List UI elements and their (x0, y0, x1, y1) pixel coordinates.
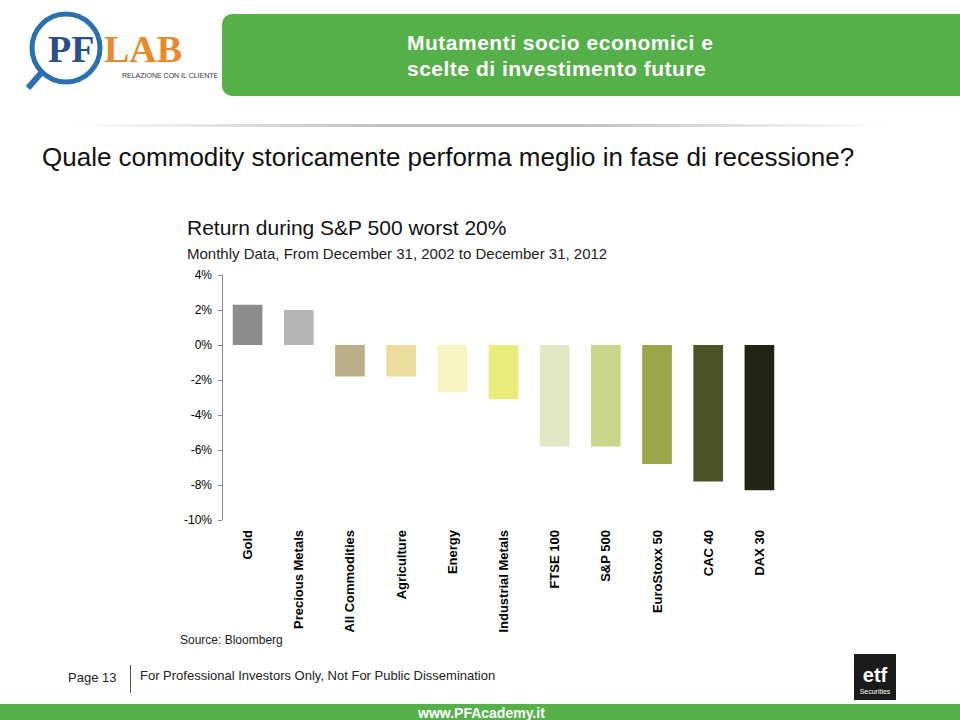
svg-text:Energy: Energy (445, 529, 460, 574)
svg-text:-4%: -4% (191, 408, 213, 422)
html-text:Securities: Securities (859, 688, 891, 695)
svg-text:-10%: -10% (184, 513, 212, 527)
svg-text:DAX 30: DAX 30 (752, 530, 767, 576)
svg-text:0%: 0% (195, 338, 213, 352)
html-text:For Professional Investors Onl: For Professional Investors Only, Not For… (140, 668, 496, 683)
html-text:Quale commodity storicamente p: Quale commodity storicamente performa me… (42, 142, 855, 172)
svg-text:-2%: -2% (191, 373, 213, 387)
svg-text:LAB: LAB (104, 28, 182, 70)
svg-text:Gold: Gold (240, 530, 255, 560)
html-text:etf: etf (862, 664, 888, 686)
svg-text:EuroStoxx 50: EuroStoxx 50 (650, 530, 665, 613)
html-text:scelte di investimento future: scelte di investimento future (407, 57, 707, 80)
svg-text:Monthly Data, From December 31: Monthly Data, From December 31, 2002 to … (187, 245, 607, 262)
svg-text:Return during S&P 500 worst 20: Return during S&P 500 worst 20% (187, 216, 506, 239)
html-text:Page 13: Page 13 (68, 670, 117, 685)
svg-text:CAC 40: CAC 40 (701, 530, 716, 576)
svg-text:2%: 2% (195, 303, 213, 317)
svg-text:PF: PF (48, 28, 94, 70)
svg-text:Precious Metals: Precious Metals (291, 530, 306, 629)
svg-text:RELAZIONE CON IL CLIENTE: RELAZIONE CON IL CLIENTE (122, 72, 218, 79)
svg-text:Agriculture: Agriculture (394, 530, 409, 599)
html-text:Mutamenti socio economici e: Mutamenti socio economici e (407, 31, 714, 54)
svg-text:All Commodities: All Commodities (342, 530, 357, 633)
svg-text:-6%: -6% (191, 443, 213, 457)
svg-text:4%: 4% (195, 268, 213, 282)
svg-text:Industrial Metals: Industrial Metals (496, 530, 511, 633)
svg-text:-8%: -8% (191, 478, 213, 492)
svg-text:FTSE 100: FTSE 100 (547, 530, 562, 589)
svg-text:Source: Bloomberg: Source: Bloomberg (180, 633, 283, 647)
svg-text:S&P 500: S&P 500 (598, 530, 613, 582)
html-text:www.PFAcademy.it: www.PFAcademy.it (418, 705, 545, 720)
